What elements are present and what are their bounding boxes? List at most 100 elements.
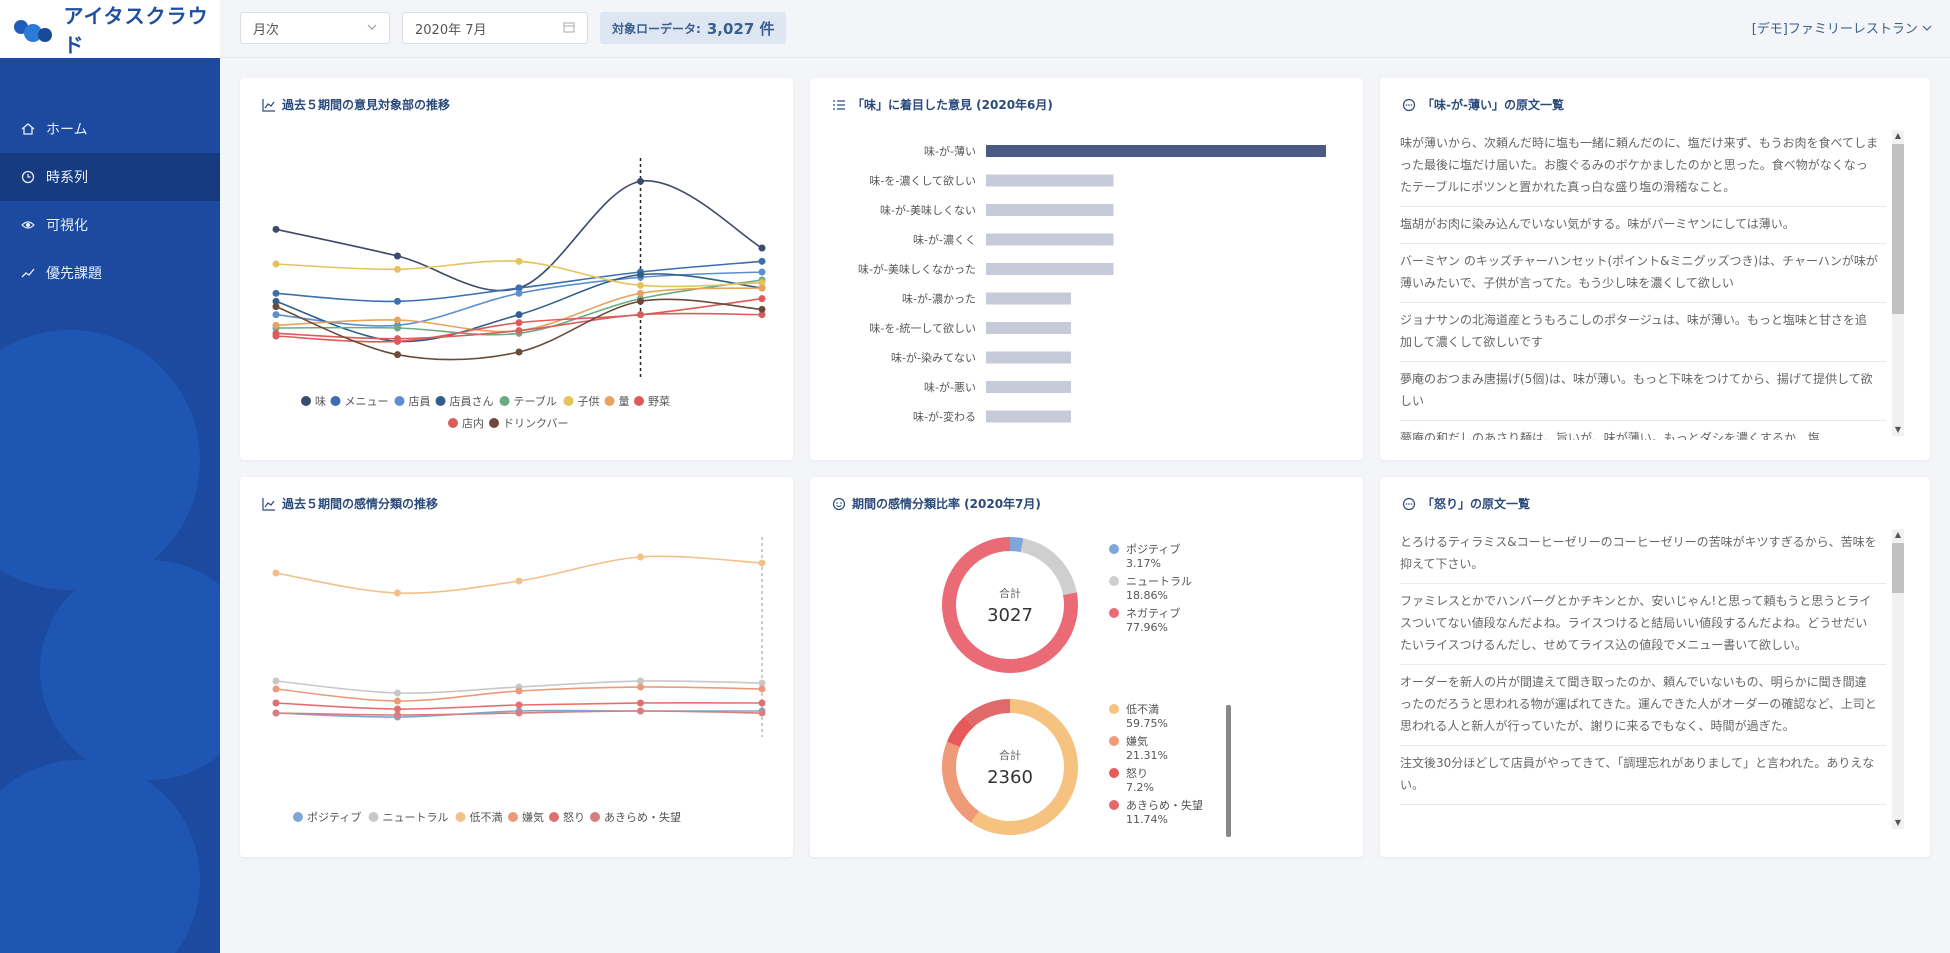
data-point xyxy=(758,305,766,313)
scrollbar-thumb[interactable] xyxy=(1892,543,1904,593)
bar xyxy=(986,263,1114,275)
list-item: バーミヤン のキッズチャーハンセット(ポイント&ミニグッズつき)は、チャーハンが… xyxy=(1400,244,1886,303)
legend-label: 嫌気 xyxy=(522,810,544,824)
data-point xyxy=(637,281,644,289)
period-select[interactable]: 月次 xyxy=(240,12,390,44)
legend-label: 野菜 xyxy=(648,395,670,408)
card-title-text: 期間の感情分類比率 (2020年7月) xyxy=(852,497,1041,511)
legend-label: 低不満 xyxy=(1126,703,1159,716)
scrollbar[interactable]: ▲ ▼ xyxy=(1892,529,1904,829)
taste-thin-comments-card: 「味-が-薄い」の原文一覧 味が薄いから、次頼んだ時に塩も一緒に頼んだのに、塩だ… xyxy=(1380,78,1930,460)
legend-swatch xyxy=(549,812,559,822)
sidebar-decoration xyxy=(40,560,220,780)
scroll-down-icon[interactable]: ▼ xyxy=(1894,818,1902,827)
legend-swatch xyxy=(1109,736,1119,746)
taste-opinions-card: 「味」に着目した意見 (2020年6月) 味-が-薄い 味-を-濃くして欲しい 味-… xyxy=(810,78,1363,460)
legend-label: 低不満 xyxy=(470,811,503,824)
data-point xyxy=(758,284,766,292)
data-point xyxy=(394,316,401,324)
month-picker-value: 2020年 7月 xyxy=(415,22,487,38)
scroll-down-icon[interactable]: ▼ xyxy=(1894,425,1902,434)
pie-slice xyxy=(964,699,1010,728)
app-logo[interactable]: アイタスクラウド xyxy=(0,0,220,58)
legend-label: メニュー xyxy=(345,395,389,408)
legend-label: 量 xyxy=(619,395,630,408)
legend-swatch xyxy=(293,812,303,822)
home-icon xyxy=(20,121,36,137)
legend-scrollbar[interactable] xyxy=(1226,705,1231,837)
store-name: [デモ]ファミリーレストラン xyxy=(1751,22,1918,37)
pie-slice xyxy=(1010,537,1024,553)
data-point xyxy=(272,311,280,319)
data-point xyxy=(272,569,280,577)
pie-slice xyxy=(1020,538,1077,595)
list-item: 味が薄いから、次頼んだ時に塩も一緒に頼んだのに、塩だけ来ず、もうお肉を食べてしま… xyxy=(1400,126,1886,207)
legend-label: あきらめ・失望 xyxy=(604,811,681,824)
legend-swatch xyxy=(1109,608,1119,618)
legend-label: 店内 xyxy=(462,416,484,430)
scroll-up-icon[interactable]: ▲ xyxy=(1894,530,1902,539)
scrollbar-thumb[interactable] xyxy=(1892,144,1904,314)
data-point xyxy=(394,697,401,705)
data-point xyxy=(272,677,280,685)
comment-list[interactable]: とろけるティラミス&コーヒーゼリーのコーヒーゼリーの苦味がキツすぎるから、苦味を… xyxy=(1400,525,1886,837)
legend-swatch xyxy=(368,812,379,822)
legend-swatch xyxy=(435,396,446,406)
bar xyxy=(986,322,1071,334)
bar-category-label: 味-を-統一して欲しい xyxy=(869,321,976,335)
comment-list[interactable]: 味が薄いから、次頼んだ時に塩も一緒に頼んだのに、塩だけ来ず、もうお肉を食べてしま… xyxy=(1400,126,1886,440)
sidebar-item-timeseries[interactable]: 時系列 xyxy=(0,153,220,201)
data-point xyxy=(515,709,523,717)
data-point xyxy=(758,279,766,287)
data-point xyxy=(758,257,766,265)
legend-value: 59.75% xyxy=(1126,717,1168,730)
data-point xyxy=(272,225,280,233)
legend-label: 店員 xyxy=(409,394,431,408)
data-point xyxy=(515,284,523,292)
bar xyxy=(986,174,1114,187)
store-selector[interactable]: [デモ]ファミリーレストラン xyxy=(1752,18,1932,37)
card-title: 「味」に着目した意見 (2020年6月) xyxy=(832,96,1053,113)
list-item: ファミレスとかでハンバーグとかチキンとか、安いじゃん!と思って頼もうと思うとライ… xyxy=(1400,584,1886,665)
legend-value: 77.96% xyxy=(1126,621,1168,634)
legend-label: ポジティブ xyxy=(1126,542,1180,556)
month-picker[interactable]: 2020年 7月 xyxy=(402,12,588,44)
data-point xyxy=(758,709,766,717)
data-point xyxy=(272,297,280,305)
data-count-value: 3,027 件 xyxy=(706,19,775,38)
emotion-ratio-card: 期間の感情分類比率 (2020年7月) 合計 3027 ポジティブ 3.17% ニュート… xyxy=(810,477,1363,857)
sidebar-item-priority[interactable]: 優先課題 xyxy=(0,249,220,297)
legend-swatch xyxy=(1109,768,1119,778)
legend-label: ニュートラル xyxy=(383,811,449,824)
period-select-value: 月次 xyxy=(253,22,280,38)
data-point xyxy=(637,311,644,319)
legend-swatch xyxy=(1109,800,1119,810)
data-point xyxy=(515,289,523,297)
data-point xyxy=(637,289,644,297)
data-point xyxy=(637,699,644,707)
data-point xyxy=(758,295,766,303)
series-line xyxy=(275,555,763,594)
legend-label: 怒り xyxy=(1126,766,1148,780)
list-icon xyxy=(832,98,846,112)
scroll-up-icon[interactable]: ▲ xyxy=(1894,131,1902,140)
data-point xyxy=(515,577,523,585)
data-point xyxy=(394,351,401,359)
series-line xyxy=(275,180,763,292)
sidebar-item-home[interactable]: ホーム xyxy=(0,105,220,153)
bar xyxy=(986,204,1114,216)
donut-total-value: 3027 xyxy=(987,605,1033,626)
sidebar-item-visualize[interactable]: 可視化 xyxy=(0,201,220,249)
bar-category-label: 味-が-染みてない xyxy=(891,351,976,365)
list-item: 塩胡がお肉に染み込んでいない気がする。味がパーミヤンにしては薄い。 xyxy=(1400,207,1886,244)
bar xyxy=(986,381,1071,393)
scrollbar[interactable]: ▲ ▼ xyxy=(1892,130,1904,436)
card-title: 「味-が-薄い」の原文一覧 xyxy=(1402,96,1564,113)
list-item: 注文後30分ほどして店員がやってきて、「調理忘れがありまして」と言われた。ありえ… xyxy=(1400,746,1886,805)
list-item: オーダーを新人の片が間違えて聞き取ったのか、頼んでいないもの、明らかに聞き間違っ… xyxy=(1400,665,1886,746)
data-point xyxy=(272,321,280,329)
card-title: 「怒り」の原文一覧 xyxy=(1402,495,1530,512)
card-title-text: 「味-が-薄い」の原文一覧 xyxy=(1422,98,1564,112)
donut-total-label: 合計 xyxy=(999,586,1021,600)
